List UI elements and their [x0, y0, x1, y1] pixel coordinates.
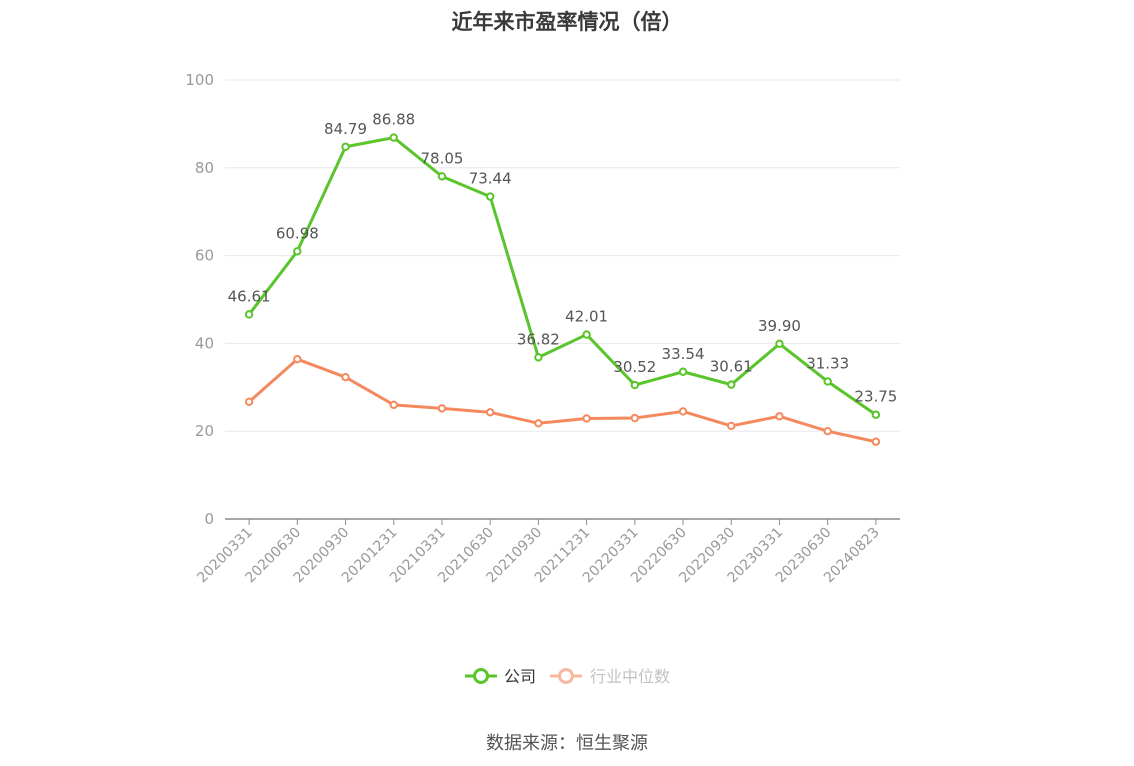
company-data-point[interactable] [437, 172, 447, 181]
legend-marker-swatch [473, 668, 489, 684]
company-data-label: 46.61 [228, 287, 271, 305]
company-data-label: 60.98 [276, 224, 319, 242]
company-data-label: 23.75 [854, 388, 897, 406]
company-data-point[interactable] [244, 310, 254, 319]
industry-data-point[interactable] [244, 397, 254, 406]
industry-data-point[interactable] [678, 407, 688, 416]
company-data-point[interactable] [389, 133, 398, 142]
industry-data-point[interactable] [727, 421, 736, 431]
y-tick-label: 20 [195, 422, 214, 440]
industry-data-point[interactable] [823, 427, 832, 436]
grid-lines [225, 79, 900, 432]
industry-data-point[interactable] [775, 412, 784, 421]
industry-data-point[interactable] [630, 413, 640, 423]
industry-median-series-line [248, 357, 877, 444]
company-data-point[interactable] [485, 192, 495, 201]
legend-company-icon [465, 668, 497, 684]
industry-data-point[interactable] [582, 414, 591, 423]
company-data-label: 86.88 [372, 111, 415, 129]
legend-item-industry[interactable]: 行业中位数 [550, 667, 670, 686]
company-data-label: 33.54 [662, 345, 705, 363]
y-axis: 0 20 40 60 80 100 [185, 71, 214, 528]
company-data-point[interactable] [775, 339, 784, 349]
legend-item-company[interactable]: 公司 [465, 667, 536, 686]
legend-industry-label: 行业中位数 [590, 667, 670, 686]
industry-data-point[interactable] [485, 408, 495, 417]
company-series-line [247, 136, 877, 416]
industry-data-point[interactable] [389, 400, 398, 410]
company-data-point[interactable] [678, 367, 688, 376]
company-data-label: 84.79 [324, 120, 367, 138]
company-data-label: 30.52 [613, 358, 656, 376]
industry-data-point[interactable] [293, 355, 302, 364]
y-tick-label: 80 [195, 159, 214, 177]
company-data-point[interactable] [582, 330, 591, 339]
company-data-label: 73.44 [469, 170, 512, 188]
chart-title: 近年来市盈率情况（倍） [451, 10, 683, 34]
industry-data-point[interactable] [871, 437, 881, 446]
company-data-point[interactable] [727, 380, 736, 389]
company-data-label: 36.82 [517, 330, 560, 348]
company-data-point[interactable] [341, 142, 350, 151]
company-data-point[interactable] [534, 353, 543, 362]
company-data-point[interactable] [293, 247, 302, 256]
company-data-label: 39.90 [758, 317, 801, 335]
company-data-label: 42.01 [565, 308, 608, 326]
legend-company-label: 公司 [504, 667, 536, 686]
company-data-label: 30.61 [710, 358, 753, 376]
y-tick-label: 0 [204, 510, 214, 528]
legend-industry-icon [550, 668, 582, 684]
data-source-note: 数据来源：恒生聚源 [486, 733, 648, 754]
company-data-label: 78.05 [420, 149, 463, 167]
legend[interactable]: 公司 行业中位数 [465, 667, 670, 686]
company-data-point[interactable] [871, 410, 881, 419]
x-axis: 2020033120200630202009302020123120210331… [194, 518, 900, 586]
y-tick-label: 100 [185, 71, 214, 89]
industry-data-point[interactable] [534, 419, 543, 428]
series-layer [244, 133, 881, 446]
y-tick-label: 60 [195, 247, 214, 265]
y-tick-label: 40 [195, 334, 214, 352]
company-data-label: 31.33 [806, 354, 849, 372]
legend-marker-swatch [558, 668, 574, 684]
data-labels: 46.61 60.98 84.79 86.88 78.05 73.44 36.82 42.01… [228, 111, 898, 406]
industry-data-point[interactable] [437, 404, 447, 413]
industry-data-point[interactable] [341, 373, 350, 382]
company-data-point[interactable] [630, 380, 640, 390]
company-data-point[interactable] [823, 377, 832, 386]
